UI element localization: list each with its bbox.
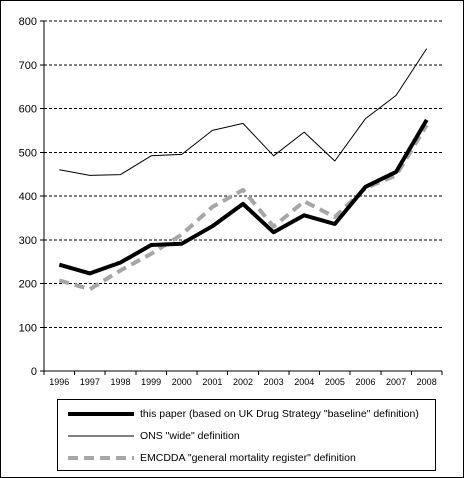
x-tick-label: 2008 xyxy=(417,377,437,387)
legend-swatch-emcdda xyxy=(68,456,134,460)
y-tick-label: 0 xyxy=(31,366,37,378)
x-tick-label: 2006 xyxy=(355,377,375,387)
x-tick-label: 2003 xyxy=(264,377,284,387)
x-tick-label: 2000 xyxy=(172,377,192,387)
x-tick-label: 2005 xyxy=(325,377,345,387)
y-tick-label: 800 xyxy=(19,16,37,28)
legend-swatch-this-paper xyxy=(68,412,134,416)
series-line-ons xyxy=(59,48,428,176)
y-tick-label: 100 xyxy=(19,322,37,334)
y-axis-ticks: 0 100 200 300 400 500 600 700 800 xyxy=(19,16,44,378)
y-tick-label: 200 xyxy=(19,279,37,291)
legend-label-ons: ONS "wide" definition xyxy=(140,430,240,442)
series-lines xyxy=(58,48,429,292)
x-tick-label: 2004 xyxy=(294,377,314,387)
y-tick-label: 400 xyxy=(19,191,37,203)
y-tick-label: 700 xyxy=(19,60,37,72)
series-line-this-paper xyxy=(58,118,429,276)
x-tick-label: 2002 xyxy=(233,377,253,387)
y-tick-label: 600 xyxy=(19,104,37,116)
y-tick-label: 500 xyxy=(19,147,37,159)
legend: this paper (based on UK Drug Strategy "b… xyxy=(57,399,436,471)
x-tick-label: 1998 xyxy=(111,377,131,387)
x-tick-label: 1999 xyxy=(141,377,161,387)
legend-item-ons: ONS "wide" definition xyxy=(58,427,435,445)
series-line-emcdda xyxy=(58,124,429,292)
x-tick-label: 2007 xyxy=(386,377,406,387)
x-tick-label: 1996 xyxy=(49,377,69,387)
legend-label-this-paper: this paper (based on UK Drug Strategy "b… xyxy=(140,408,419,420)
legend-label-emcdda: EMCDDA "general mortality register" defi… xyxy=(140,452,356,464)
x-tick-label: 1997 xyxy=(80,377,100,387)
legend-item-this-paper: this paper (based on UK Drug Strategy "b… xyxy=(58,405,435,423)
legend-swatch-ons xyxy=(68,435,134,437)
x-tick-label: 2001 xyxy=(202,377,222,387)
legend-item-emcdda: EMCDDA "general mortality register" defi… xyxy=(58,449,435,467)
grid-lines xyxy=(44,20,442,328)
x-axis-ticks: 1996 1997 1998 1999 2000 2001 2002 2003 2004 2005… xyxy=(43,371,443,387)
y-tick-label: 300 xyxy=(19,235,37,247)
